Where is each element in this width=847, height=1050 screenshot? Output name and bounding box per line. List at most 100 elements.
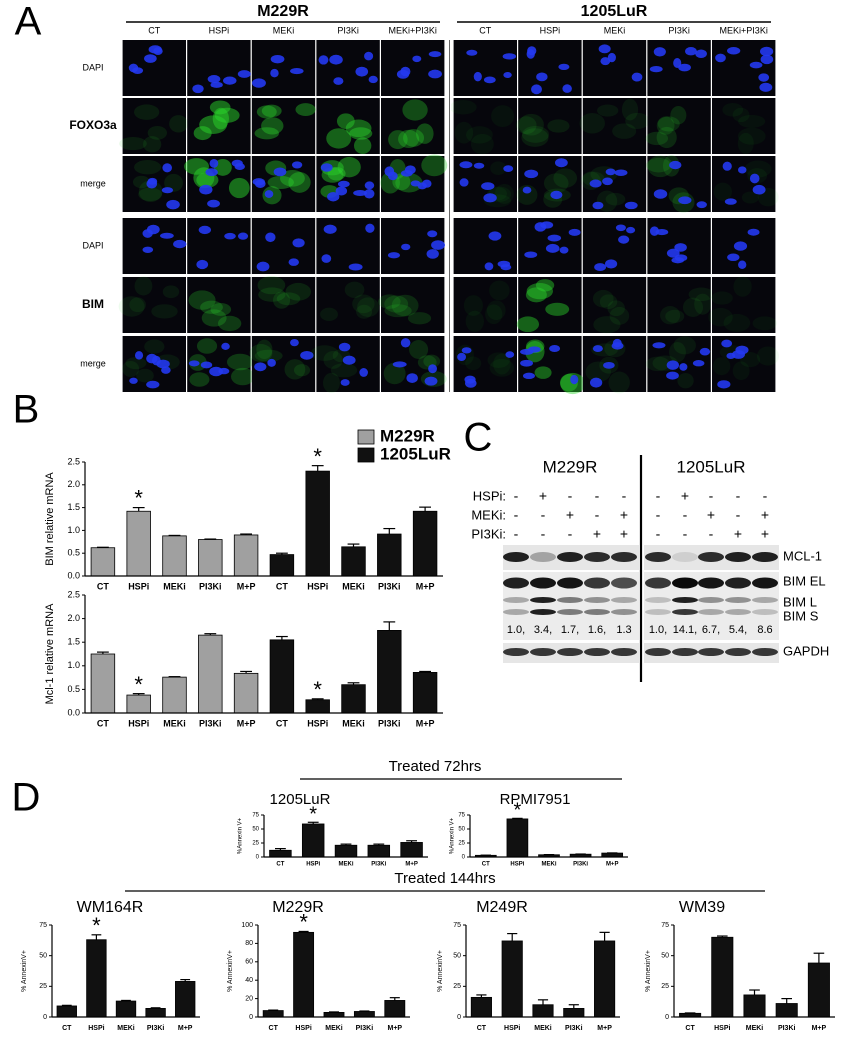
x-tick-label: HSPi	[128, 718, 149, 728]
nucleus	[678, 63, 691, 72]
nucleus	[559, 246, 569, 254]
micrograph	[453, 336, 517, 392]
cytoplasm-stain	[276, 292, 301, 306]
cytoplasm-stain	[490, 161, 507, 176]
cytoplasm-stain	[722, 102, 744, 117]
bar	[162, 676, 187, 714]
cytoplasm-stain	[258, 287, 286, 302]
cytoplasm-stain	[485, 304, 503, 325]
y-axis-label: %Annexin V+	[450, 817, 456, 854]
x-tick-label: M+P	[388, 1025, 403, 1032]
nucleus	[669, 160, 682, 170]
y-axis-label: % AnnexinV+	[645, 950, 652, 992]
blot-band	[530, 648, 556, 656]
row-label: merge	[80, 178, 106, 188]
cytoplasm-stain	[330, 363, 358, 378]
nucleus	[696, 201, 707, 209]
nucleus	[607, 52, 616, 63]
cytoplasm-stain	[214, 107, 240, 123]
x-tick-label: CT	[276, 718, 288, 728]
cytoplasm-stain	[391, 294, 419, 317]
nucleus	[722, 161, 732, 171]
y-axis-label: Mcl-1 relative mRNA	[44, 603, 56, 705]
bar	[115, 1000, 137, 1018]
blot-band	[611, 577, 637, 589]
micrograph	[251, 277, 316, 333]
x-tick-label: MEKi	[325, 1025, 343, 1032]
bar	[807, 962, 830, 1018]
y-tick-label: 0.0	[67, 707, 80, 717]
micrograph	[712, 156, 776, 212]
nucleus	[653, 47, 666, 57]
micrograph	[316, 277, 380, 333]
blot-band	[584, 648, 610, 656]
nucleus	[406, 373, 418, 383]
y-tick-label: 1.0	[67, 660, 80, 670]
cytoplasm-stain	[398, 129, 420, 149]
nucleus	[483, 76, 496, 84]
bar	[269, 849, 292, 858]
row-label: DAPI	[82, 62, 103, 72]
bar	[233, 534, 259, 577]
nucleus	[692, 360, 705, 367]
row-label: BIM	[82, 297, 104, 311]
treatment-label: HSPi:	[473, 488, 506, 503]
significance-mark: *	[299, 910, 308, 935]
nucleus	[520, 359, 534, 367]
nucleus	[484, 262, 494, 271]
cytoplasm-stain	[201, 309, 227, 327]
quantification: 14.1,	[673, 624, 697, 636]
x-tick-label: PI3Ki	[199, 581, 222, 591]
nucleus	[428, 51, 442, 58]
nucleus	[655, 228, 669, 236]
bar	[377, 533, 402, 577]
bar	[269, 639, 295, 714]
x-tick-label: PI3Ki	[371, 862, 386, 868]
x-tick-label: MEKi	[746, 1025, 764, 1032]
nucleus	[600, 57, 611, 66]
nucleus	[427, 230, 438, 238]
quantification: 1.7,	[561, 624, 579, 636]
y-tick-label: 50	[453, 953, 461, 960]
cytoplasm-stain	[470, 133, 494, 155]
treatment-sign: -	[656, 507, 661, 523]
cytoplasm-stain	[688, 287, 715, 302]
x-tick-label: CT	[482, 862, 490, 868]
cytoplasm-stain	[465, 126, 493, 144]
bar	[563, 1008, 585, 1018]
nucleus	[355, 66, 369, 77]
blot-band	[503, 609, 529, 615]
column-label: MEKi	[604, 25, 626, 35]
nucleus	[264, 190, 274, 198]
nucleus	[727, 46, 741, 55]
nucleus	[368, 75, 378, 84]
nucleus	[673, 58, 682, 68]
bar	[269, 554, 295, 577]
treatment-sign: -	[568, 526, 573, 542]
cytoplasm-stain	[421, 154, 448, 177]
x-tick-label: MEKi	[339, 862, 354, 868]
nucleus	[392, 361, 407, 368]
blot-band	[672, 577, 698, 589]
nucleus	[160, 232, 174, 239]
micrograph	[518, 277, 582, 333]
micrograph	[712, 98, 776, 154]
nucleus	[338, 342, 351, 352]
micrograph	[712, 277, 776, 333]
nucleus	[666, 360, 679, 370]
cytoplasm-stain	[656, 116, 675, 135]
cytoplasm-stain	[670, 106, 687, 125]
blot-band	[725, 609, 751, 615]
cytoplasm-stain	[254, 127, 280, 140]
y-tick-label: 1.5	[67, 502, 80, 512]
nucleus	[488, 231, 502, 241]
bar	[90, 653, 116, 714]
micrograph	[518, 98, 582, 154]
blot-band	[503, 648, 529, 656]
nucleus	[738, 260, 747, 270]
legend-label: M229R	[380, 426, 435, 445]
cytoplasm-stain	[645, 356, 670, 372]
cytoplasm-stain	[285, 282, 312, 301]
nucleus	[273, 167, 287, 177]
bar	[175, 981, 196, 1018]
